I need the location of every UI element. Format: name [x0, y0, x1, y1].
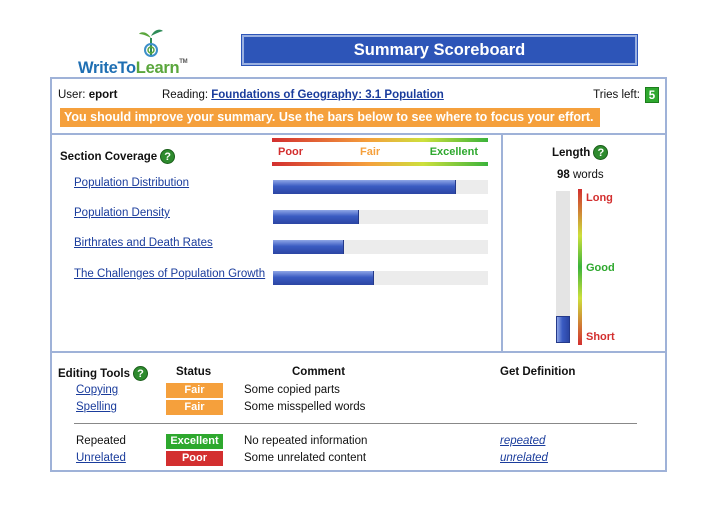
- logo-sprout-icon: [139, 29, 163, 57]
- editing-tools-title: Editing Tools ?: [58, 366, 148, 381]
- section-link[interactable]: Birthrates and Death Rates: [74, 237, 213, 249]
- comment-text: No repeated information: [244, 435, 368, 447]
- tool-unrelated-link[interactable]: Unrelated: [76, 452, 126, 464]
- comment-header: Comment: [292, 366, 346, 378]
- logo-wordmark: WriteToLearnTM: [78, 59, 188, 77]
- divider: [74, 423, 637, 424]
- coverage-bar: [273, 210, 488, 224]
- status-badge: Poor: [166, 451, 223, 466]
- tries-left: Tries left: 5: [593, 87, 659, 103]
- status-header: Status: [176, 366, 212, 378]
- section-row: Birthrates and Death Rates: [74, 237, 494, 254]
- help-icon[interactable]: ?: [160, 149, 176, 164]
- length-long-label: Long: [586, 192, 613, 204]
- length-title: Length ?: [552, 145, 609, 160]
- editing-row: Repeated Excellent No repeated informati…: [52, 434, 665, 450]
- section-link[interactable]: Population Distribution: [74, 177, 190, 189]
- section-coverage-title: Section Coverage ?: [60, 149, 176, 164]
- definition-link[interactable]: unrelated: [500, 452, 548, 464]
- reading-info: Reading: Foundations of Geography: 3.1 P…: [162, 89, 444, 101]
- section-row: Population Density: [74, 207, 494, 224]
- editing-row: Unrelated Poor Some unrelated content un…: [52, 451, 665, 467]
- writetolearn-logo: WriteToLearnTM: [78, 26, 188, 78]
- feedback-banner: You should improve your summary. Use the…: [60, 108, 600, 127]
- coverage-bar: [273, 271, 488, 285]
- user-name: eport: [88, 89, 118, 101]
- length-scale: [578, 189, 582, 345]
- page-title: Summary Scoreboard: [242, 35, 637, 65]
- help-icon[interactable]: ?: [593, 145, 609, 160]
- scale-poor-label: Poor: [278, 146, 304, 158]
- user-info: User: eport: [58, 89, 118, 101]
- tries-left-badge: 5: [645, 87, 659, 103]
- editing-row: Copying Fair Some copied parts: [52, 383, 665, 399]
- length-short-label: Short: [586, 331, 615, 343]
- reading-link[interactable]: Foundations of Geography: 3.1 Population: [211, 89, 444, 101]
- definition-header: Get Definition: [500, 366, 576, 378]
- editing-row: Spelling Fair Some misspelled words: [52, 400, 665, 416]
- section-row: The Challenges of Population Growth: [74, 268, 494, 285]
- comment-text: Some copied parts: [244, 384, 340, 396]
- section-link[interactable]: Population Density: [74, 207, 170, 219]
- word-count: 98 words: [557, 169, 604, 181]
- scale-fair-label: Fair: [360, 146, 381, 158]
- section-link[interactable]: The Challenges of Population Growth: [74, 268, 266, 280]
- coverage-scale: Poor Fair Excellent: [272, 138, 488, 166]
- coverage-bar: [273, 240, 488, 254]
- status-badge: Excellent: [166, 434, 223, 449]
- scale-excellent-label: Excellent: [429, 146, 478, 158]
- tool-spelling-link[interactable]: Spelling: [76, 401, 117, 413]
- help-icon[interactable]: ?: [132, 366, 148, 381]
- length-bar: [556, 191, 570, 343]
- tool-repeated-label: Repeated: [76, 435, 126, 447]
- section-row: Population Distribution: [74, 177, 494, 194]
- status-badge: Fair: [166, 400, 223, 415]
- definition-link[interactable]: repeated: [500, 435, 546, 447]
- comment-text: Some unrelated content: [244, 452, 367, 464]
- length-good-label: Good: [586, 262, 615, 274]
- comment-text: Some misspelled words: [244, 401, 366, 413]
- status-badge: Fair: [166, 383, 223, 398]
- scoreboard-panel: User: eport Reading: Foundations of Geog…: [50, 77, 667, 472]
- coverage-bar: [273, 180, 488, 194]
- tool-copying-link[interactable]: Copying: [76, 384, 119, 396]
